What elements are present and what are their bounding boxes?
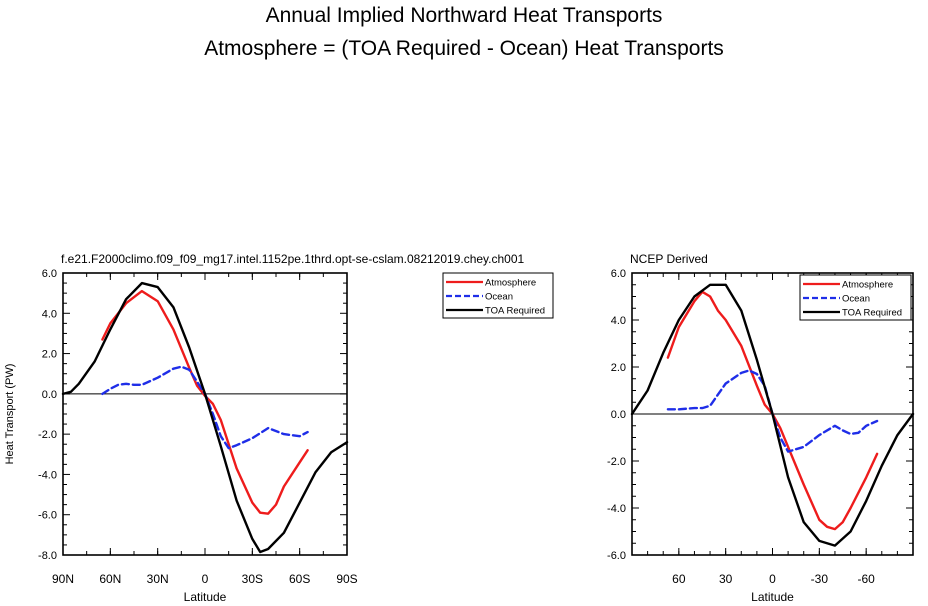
y-tick-label: 0.0 — [42, 389, 57, 401]
series-line-atmosphere — [101, 289, 309, 515]
x-tick-label: 0 — [769, 572, 776, 586]
x-tick-label: 60 — [672, 572, 686, 586]
x-tick-label: -30 — [811, 572, 829, 586]
y-tick-label: -6.0 — [38, 510, 57, 522]
x-tick-label: 60N — [99, 572, 121, 586]
y-tick-label: -4.0 — [607, 503, 626, 515]
y-tick-label: -2.0 — [38, 429, 57, 441]
main-subtitle: Atmosphere = (TOA Required - Ocean) Heat… — [204, 37, 724, 60]
legend-label: TOA Required — [842, 308, 902, 319]
x-tick-label: 90S — [336, 572, 357, 586]
plot-title: NCEP Derived — [630, 252, 708, 266]
x-tick-label: 90N — [52, 572, 74, 586]
x-tick-label: 30 — [719, 572, 733, 586]
legend-label: Ocean — [485, 292, 513, 303]
y-tick-label: 4.0 — [611, 315, 626, 327]
y-tick-label: -8.0 — [38, 550, 57, 562]
x-tick-label: 30N — [147, 572, 169, 586]
x-tick-label: 60S — [289, 572, 310, 586]
y-tick-label: -2.0 — [607, 456, 626, 468]
series-line-ocean — [101, 365, 309, 450]
y-tick-label: 4.0 — [42, 308, 57, 320]
x-axis-label: Latitude — [184, 590, 227, 604]
legend-label: Atmosphere — [842, 280, 893, 291]
y-tick-label: -6.0 — [607, 550, 626, 562]
y-tick-label: -4.0 — [38, 469, 57, 481]
x-axis-label: Latitude — [751, 590, 794, 604]
series-line-toa-required — [630, 283, 915, 547]
y-tick-label: 2.0 — [42, 349, 57, 361]
legend-label: Atmosphere — [485, 278, 536, 289]
plot-frame-1 — [62, 272, 348, 556]
x-tick-label: -60 — [857, 572, 875, 586]
y-tick-label: 2.0 — [611, 362, 626, 374]
plot-title: f.e21.F2000climo.f09_f09_mg17.intel.1152… — [61, 252, 525, 266]
main-title: Annual Implied Northward Heat Transports — [265, 4, 663, 27]
y-tick-label: 6.0 — [611, 268, 626, 280]
legend-label: TOA Required — [485, 306, 545, 317]
x-tick-label: 30S — [242, 572, 263, 586]
y-axis-label: Heat Transport (PW) — [4, 364, 16, 465]
series-line-toa-required — [61, 281, 349, 554]
y-tick-label: 0.0 — [611, 409, 626, 421]
legend-label: Ocean — [842, 294, 870, 305]
x-tick-label: 0 — [202, 572, 209, 586]
y-tick-label: 6.0 — [42, 268, 57, 280]
